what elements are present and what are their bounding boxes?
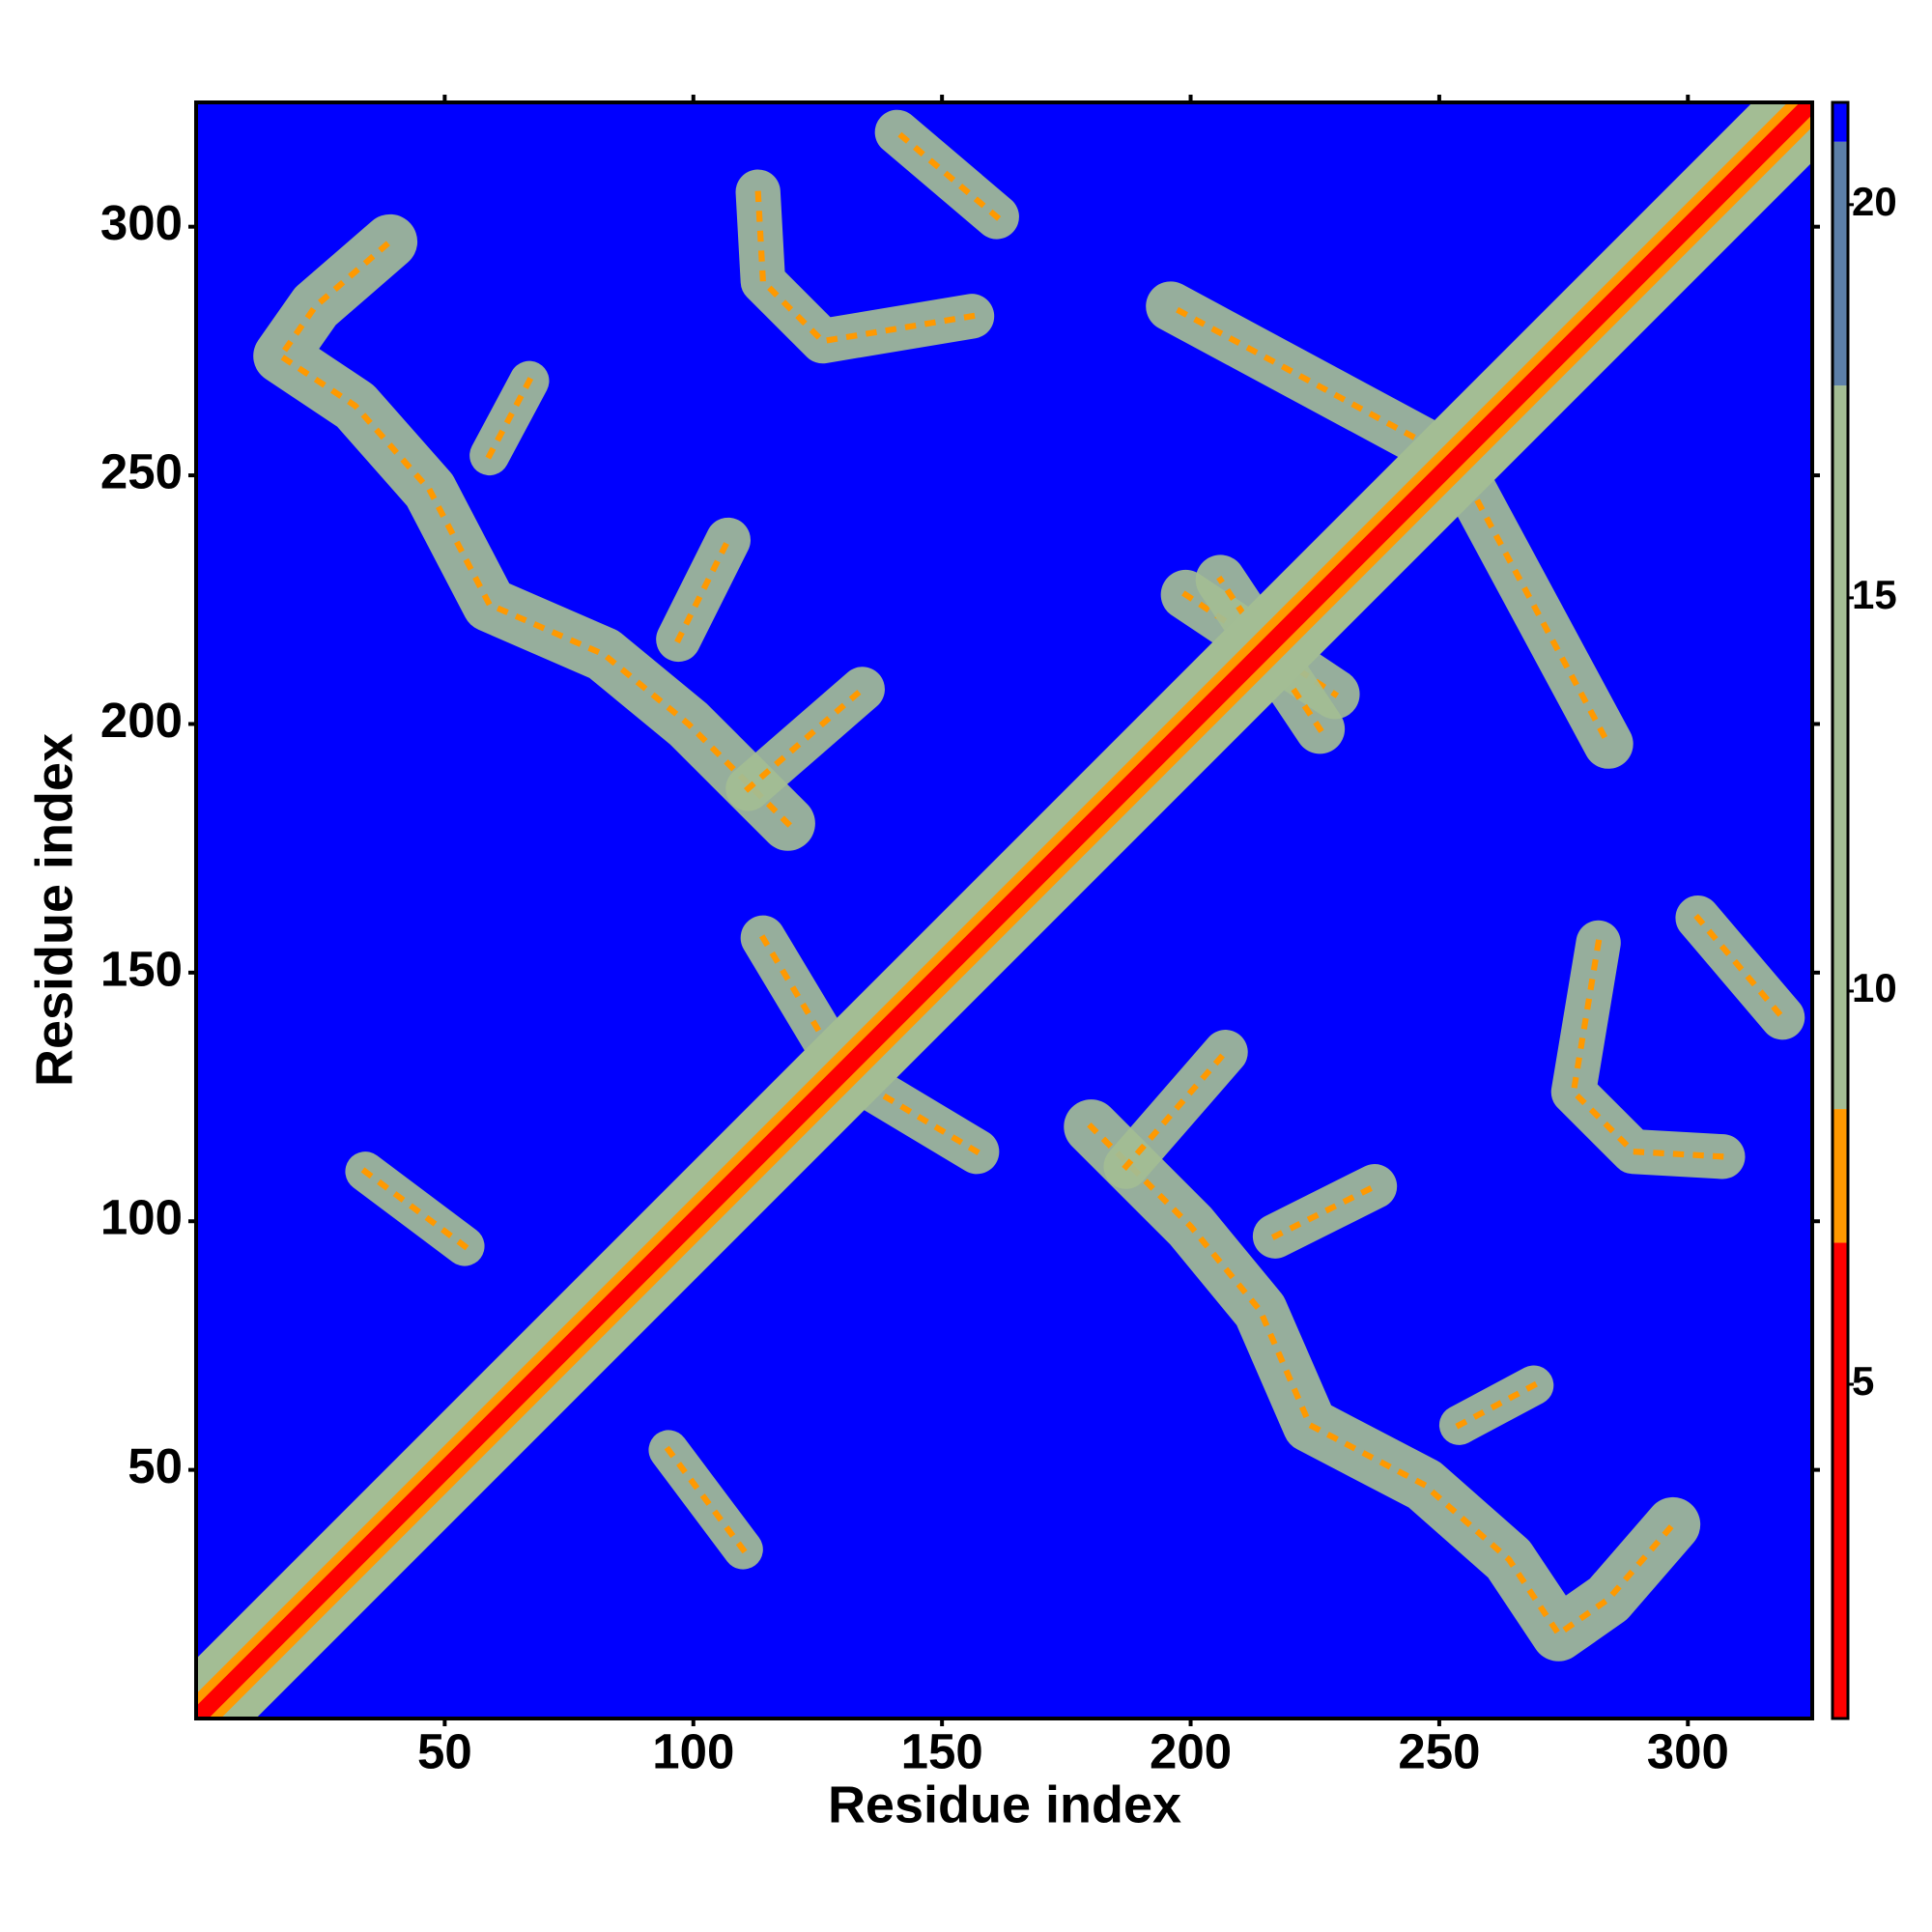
contact-core xyxy=(1693,913,1787,1022)
plot-frame xyxy=(194,100,1814,1720)
y-axis-label: Residue index xyxy=(25,733,83,1087)
x-axis-label: Residue index xyxy=(828,1776,1181,1833)
heatmap xyxy=(196,102,1812,1719)
contact-core xyxy=(744,685,867,793)
y-tick-label: 200 xyxy=(100,693,183,748)
x-tick-label: 300 xyxy=(1647,1723,1729,1778)
colorbar-segment xyxy=(1833,141,1848,386)
contact-core xyxy=(277,237,792,828)
colorbar-segment xyxy=(1833,1109,1848,1243)
colorbar-tick-label: 5 xyxy=(1852,1358,1874,1404)
contact-core xyxy=(893,128,1002,221)
y-tick-label: 100 xyxy=(100,1190,183,1245)
contact-core xyxy=(1455,1380,1538,1430)
x-tick-label: 50 xyxy=(417,1723,472,1778)
x-tick-label: 100 xyxy=(652,1723,734,1778)
colorbar-tick-label: 20 xyxy=(1852,179,1897,224)
colorbar-frame xyxy=(1831,100,1850,1720)
contact-core xyxy=(1464,481,1613,749)
contact-core xyxy=(1087,1122,1678,1637)
colorbar-segment xyxy=(1833,102,1848,142)
x-tick-label: 250 xyxy=(1398,1723,1480,1778)
y-tick-label: 300 xyxy=(100,195,183,250)
y-tick-label: 50 xyxy=(128,1438,183,1493)
colorbar-tick-label: 15 xyxy=(1852,572,1897,617)
colorbar-tick-label: 10 xyxy=(1852,965,1897,1010)
contact-core xyxy=(1122,1047,1230,1171)
contact-core xyxy=(674,535,732,644)
colorbar-segment xyxy=(1833,385,1848,1110)
contact-core xyxy=(754,188,976,345)
contact-core xyxy=(360,1167,469,1251)
x-tick-label: 150 xyxy=(901,1723,983,1778)
contact-core xyxy=(1166,301,1434,450)
contact-core xyxy=(1270,1182,1379,1240)
y-tick-label: 250 xyxy=(100,444,183,499)
x-tick-label: 200 xyxy=(1150,1723,1232,1778)
y-tick-label: 150 xyxy=(100,941,183,996)
colorbar-segment xyxy=(1833,1242,1848,1719)
diagonal-band xyxy=(196,102,1812,1719)
contact-core xyxy=(664,1445,748,1554)
contact-core xyxy=(1570,939,1726,1160)
contact-core xyxy=(485,377,534,460)
